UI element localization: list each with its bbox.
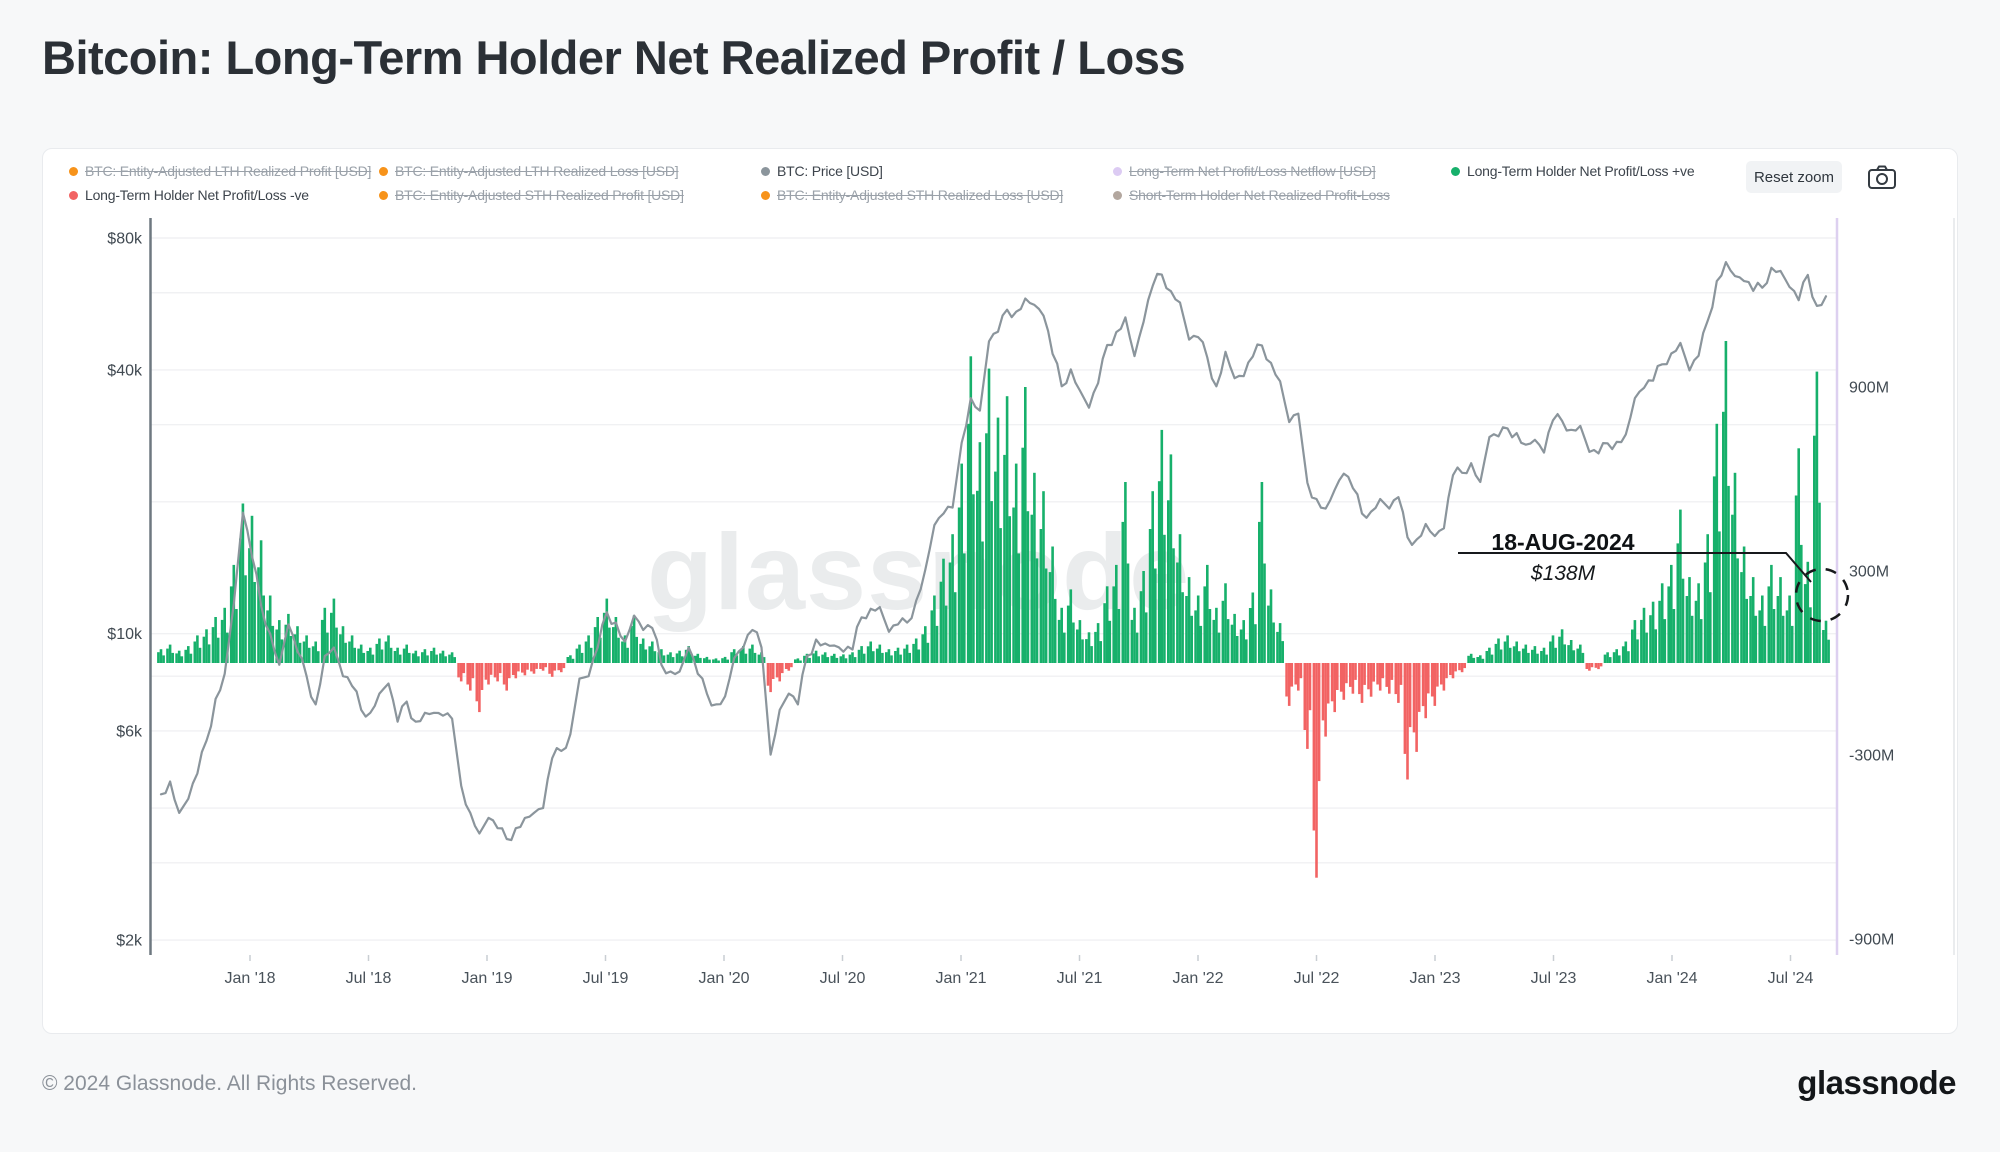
legend-dot-icon [379,190,388,200]
reset-zoom-button[interactable]: Reset zoom [1746,161,1842,193]
legend-item-r2-3[interactable]: BTC: Entity-Adjusted STH Realized Loss [… [761,185,1063,205]
copyright: © 2024 Glassnode. All Rights Reserved. [42,1072,418,1095]
legend-dot-icon [1113,190,1122,200]
legend-item-r2-2[interactable]: BTC: Entity-Adjusted STH Realized Profit… [379,185,684,205]
watermark: glassnode [647,511,1191,632]
legend-item-label: BTC: Entity-Adjusted STH Realized Profit… [395,187,684,203]
legend-item-label: Long-Term Holder Net Profit/Loss +ve [1467,163,1695,179]
legend-dot-icon [761,166,770,176]
glassnode-logo: glassnode [1797,1064,1956,1101]
camera-icon[interactable] [1867,163,1897,191]
legend-item-r1-5[interactable]: Long-Term Holder Net Profit/Loss +ve [1451,161,1695,181]
legend-item-label: BTC: Entity-Adjusted LTH Realized Loss [… [395,163,679,179]
legend-dot-icon [69,190,78,200]
legend-item-r2-1[interactable]: Long-Term Holder Net Profit/Loss -ve [69,185,309,205]
legend-dot-icon [69,166,78,176]
legend-item-r1-2[interactable]: BTC: Entity-Adjusted LTH Realized Loss [… [379,161,679,181]
legend-dot-icon [1451,166,1460,176]
legend-item-label: Long-Term Holder Net Profit/Loss -ve [85,187,309,203]
legend-dot-icon [761,190,770,200]
legend-item-r1-1[interactable]: BTC: Entity-Adjusted LTH Realized Profit… [69,161,371,181]
legend-item-r1-4[interactable]: Long-Term Net Profit/Loss Netflow [USD] [1113,161,1376,181]
legend-item-label: BTC: Price [USD] [777,163,883,179]
chart-card: BTC: Entity-Adjusted LTH Realized Profit… [42,148,1958,1034]
page-title: Bitcoin: Long-Term Holder Net Realized P… [42,31,1186,84]
legend-dot-icon [1113,166,1122,176]
legend-item-label: BTC: Entity-Adjusted LTH Realized Profit… [85,163,372,179]
legend-dot-icon [379,166,388,176]
legend-item-r2-4[interactable]: Short-Term Holder Net Realized Profit-Lo… [1113,185,1390,205]
legend-item-label: Short-Term Holder Net Realized Profit-Lo… [1129,187,1390,203]
legend-item-label: Long-Term Net Profit/Loss Netflow [USD] [1129,163,1376,179]
legend-item-r1-3[interactable]: BTC: Price [USD] [761,161,883,181]
legend-item-label: BTC: Entity-Adjusted STH Realized Loss [… [777,187,1064,203]
